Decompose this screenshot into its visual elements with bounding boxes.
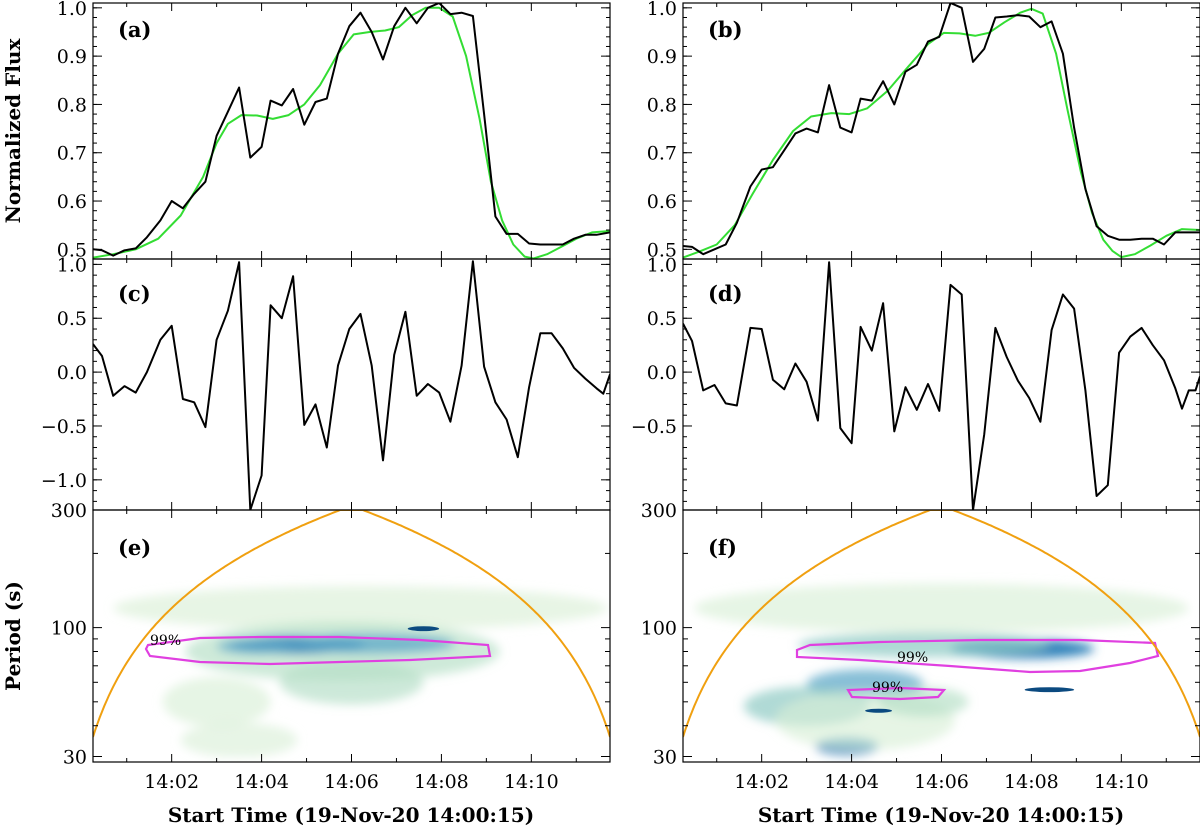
ylabel-period: Period (s) (1, 581, 25, 691)
panel-b-frame (682, 2, 1200, 260)
panel-e: 99% 14:02 14:04 14:06 14:08 14:10 30 100 300 (e… (51, 500, 611, 793)
panel-c-label: (c) (118, 281, 151, 306)
panel-e-contour-label: 99% (150, 633, 181, 649)
panel-f-label: (f) (708, 535, 737, 560)
panel-b-ytick-label: 1.0 (647, 0, 677, 20)
panel-a-ytick-label: 1.0 (57, 0, 87, 20)
panel-f-power-blob (1024, 687, 1075, 693)
panel-e-sharp (407, 626, 440, 632)
xtick-label: 14:04 (824, 771, 879, 793)
xtick-label: 14:08 (1004, 771, 1059, 793)
panel-f-ytick-label: 30 (653, 747, 677, 769)
xtick-label: 14:02 (144, 771, 199, 793)
xtick-label: 14:06 (324, 771, 379, 793)
panel-b-label: (b) (708, 17, 743, 42)
panel-c-ytick-label: 1.0 (57, 254, 87, 276)
xtick-label: 14:04 (234, 771, 289, 793)
panel-b-ticks: 0.5 0.6 0.7 0.8 0.9 1.0 (647, 0, 1200, 261)
panel-f: 99% 99% 14:02 14:04 14:06 14:08 14:10 30 100 30… (641, 500, 1200, 793)
panel-f-coi (683, 510, 1200, 738)
panel-e-power-blob (113, 585, 608, 631)
panel-b-ytick-label: 0.5 (647, 239, 677, 261)
panel-b-ytick-label: 0.6 (647, 191, 677, 213)
panel-f-contour-label-2: 99% (872, 680, 903, 696)
panel-e-ytick-label: 30 (63, 747, 87, 769)
panel-b-ytick-label: 0.7 (647, 143, 677, 165)
panel-f-ytick-label: 300 (641, 500, 677, 522)
panel-d-ytick-label: 1.0 (647, 254, 677, 276)
panel-e-power-blob (407, 626, 440, 632)
panel-a-label: (a) (118, 17, 151, 42)
panel-a-ticks: 0.5 0.6 0.7 0.8 0.9 1.0 (57, 0, 610, 261)
xtick-label: 14:10 (1094, 771, 1149, 793)
panel-b-series-flux (683, 3, 1200, 256)
panel-c-ytick-label: −1.0 (41, 470, 87, 492)
panel-d-series-detrended (683, 261, 1200, 510)
panel-f-contour-small (846, 686, 947, 701)
panel-f-power-blob (797, 632, 1050, 658)
ylabel-flux: Normalized Flux (1, 38, 25, 224)
panel-f-sharp (865, 687, 1075, 713)
panel-e-ytick-label: 100 (51, 618, 87, 640)
panel-b-plot (683, 3, 1200, 259)
panel-c-plot (93, 260, 610, 510)
panel-a-plot (93, 3, 610, 259)
panel-d: −0.5 0.0 0.5 1.0 (d) (631, 254, 1200, 511)
panel-a-ytick-label: 0.7 (57, 143, 87, 165)
panel-d-plot (683, 261, 1200, 510)
panel-f-plot (683, 510, 1200, 755)
panel-a-ytick-label: 0.6 (57, 191, 87, 213)
xtick-label: 14:08 (414, 771, 469, 793)
panel-f-power (694, 583, 1189, 755)
panel-e-coi (93, 510, 610, 738)
panel-f-power-blob (865, 708, 893, 713)
panel-a: 0.5 0.6 0.7 0.8 0.9 1.0 (a) (57, 0, 611, 261)
panel-c-series-detrended (93, 260, 610, 510)
xtick-label: 14:06 (914, 771, 969, 793)
panel-d-label: (d) (708, 281, 743, 306)
panel-e-power-blob (162, 677, 271, 727)
panel-e-label: (e) (118, 535, 151, 560)
panel-a-series-flux (93, 3, 610, 257)
panel-e-power-blob (180, 722, 298, 758)
panel-f-ticks: 14:02 14:04 14:06 14:08 14:10 30 100 300 (641, 500, 1200, 793)
panel-a-series-smoothed (93, 6, 610, 259)
panel-e-power-blob (216, 638, 298, 654)
panel-b: 0.5 0.6 0.7 0.8 0.9 1.0 (b) (647, 0, 1200, 261)
panel-f-power-blob (878, 687, 969, 717)
xtick-label: 14:02 (734, 771, 789, 793)
panel-a-ytick-label: 0.9 (57, 46, 87, 68)
panel-d-ticks: −0.5 0.0 0.5 1.0 (631, 254, 1200, 510)
panel-a-ytick-label: 0.5 (57, 239, 87, 261)
panel-e-power-blob (279, 660, 424, 705)
panel-c-ytick-label: −0.5 (41, 416, 87, 438)
panel-f-ytick-label: 100 (641, 618, 677, 640)
panel-c-frame (92, 258, 611, 511)
panel-e-contour (144, 635, 492, 666)
panel-d-ytick-label: 0.0 (647, 362, 677, 384)
panel-e-ticks: 14:02 14:04 14:06 14:08 14:10 30 100 300 (51, 500, 610, 793)
panel-a-ytick-label: 0.8 (57, 94, 87, 116)
panel-d-ytick-label: −0.5 (631, 416, 677, 438)
panel-e-plot (93, 510, 610, 758)
panel-d-ytick-label: 0.5 (647, 308, 677, 330)
panel-c-ticks: −1.0 −0.5 0.0 0.5 1.0 (41, 254, 610, 510)
panel-b-ytick-label: 0.8 (647, 94, 677, 116)
panel-a-frame (92, 2, 611, 260)
panel-f-power-blob (694, 583, 1189, 633)
panel-c: −1.0 −0.5 0.0 0.5 1.0 (c) (41, 254, 611, 511)
panel-f-contour-label: 99% (897, 650, 928, 666)
panel-b-series-smoothed (683, 7, 1200, 259)
panel-b-ytick-label: 0.9 (647, 46, 677, 68)
panel-e-ytick-label: 300 (51, 500, 87, 522)
panel-c-ytick-label: 0.0 (57, 362, 87, 384)
xlabel-left: Start Time (19-Nov-20 14:00:15) (168, 803, 534, 827)
panel-c-ytick-label: 0.5 (57, 308, 87, 330)
xtick-label: 14:10 (504, 771, 559, 793)
panel-f-contour-main (795, 638, 1160, 674)
xlabel-right: Start Time (19-Nov-20 14:00:15) (758, 803, 1124, 827)
